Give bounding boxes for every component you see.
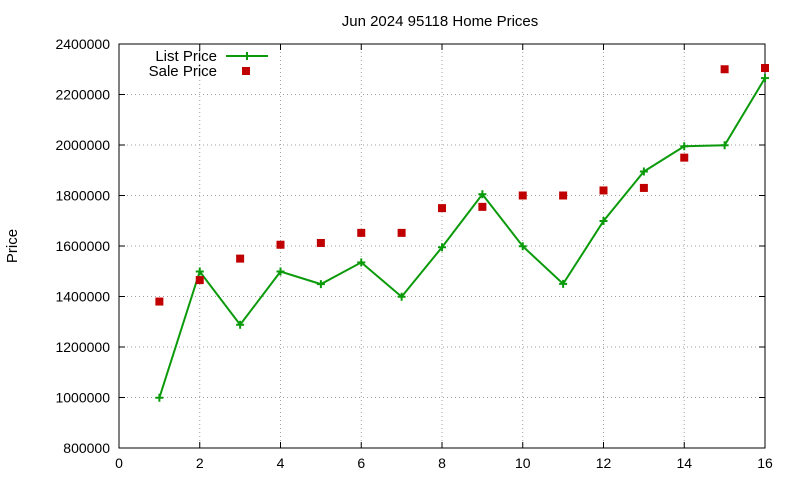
list-price-point: [438, 243, 446, 252]
list-price-point: [639, 167, 648, 176]
list-price-point: [559, 279, 568, 288]
y-tick-label: 1800000: [55, 188, 110, 204]
sale-price-point: [276, 240, 285, 249]
grid: [119, 44, 765, 448]
sale-price-point: [478, 202, 487, 211]
list-price-point: [357, 258, 366, 267]
y-tick-label: 1600000: [55, 238, 110, 254]
list-price-point: [478, 190, 487, 199]
list-price-point: [720, 141, 729, 150]
axis-ticks: 0 2 4 6 8 10 12 14 16 800000 1000000 1200000 1400000…: [55, 36, 773, 471]
sale-price-point: [761, 63, 769, 72]
y-tick-label: 1000000: [55, 390, 110, 406]
sale-price-point: [357, 228, 366, 237]
list-price-point: [236, 320, 245, 329]
list-price-point: [276, 267, 285, 276]
y-tick-label: 1200000: [55, 339, 110, 355]
y-axis-label: Price: [4, 229, 21, 263]
legend-label-list-price: List Price: [155, 48, 217, 65]
list-price-point: [397, 292, 406, 301]
legend-marker-sale-price: [242, 67, 250, 75]
legend-plus-marker: [243, 52, 251, 60]
sale-price-point: [195, 276, 204, 285]
sale-price-point: [236, 254, 245, 263]
sale-price-point: [518, 191, 527, 200]
list-price-point: [599, 217, 608, 226]
sale-price-point: [720, 65, 729, 74]
list-price-point: [316, 280, 325, 289]
x-tick-label: 0: [115, 455, 123, 471]
list-price-point: [680, 142, 689, 151]
x-tick-label: 14: [676, 455, 692, 471]
sale-price-point: [155, 297, 164, 306]
sale-price-point: [438, 204, 446, 213]
x-tick-label: 2: [196, 455, 204, 471]
sale-price-point: [397, 228, 406, 237]
list-price-line: [158, 77, 766, 399]
chart-title: Jun 2024 95118 Home Prices: [342, 13, 539, 30]
y-tick-label: 2000000: [55, 137, 110, 153]
sale-price-point: [639, 183, 648, 192]
x-tick-label: 16: [757, 455, 773, 471]
sale-price-point: [599, 186, 608, 195]
x-tick-label: 8: [438, 455, 446, 471]
list-price-point: [155, 393, 164, 402]
x-tick-label: 12: [596, 455, 612, 471]
sale-price-point: [316, 238, 325, 247]
legend-marker-list-price: [243, 52, 251, 60]
y-tick-label: 800000: [63, 440, 110, 456]
list-price-point: [518, 242, 527, 251]
list-price-point: [195, 267, 204, 276]
legend: List Price Sale Price: [149, 48, 268, 80]
legend-label-sale-price: Sale Price: [149, 63, 217, 80]
sale-price-point: [559, 191, 568, 200]
y-tick-label: 2200000: [55, 87, 110, 103]
x-tick-label: 6: [357, 455, 365, 471]
x-tick-label: 10: [515, 455, 531, 471]
x-tick-label: 4: [277, 455, 285, 471]
list-price-point: [761, 74, 769, 83]
sale-price-point: [680, 153, 689, 162]
y-tick-label: 1400000: [55, 289, 110, 305]
series-layer: [155, 63, 769, 402]
y-tick-label: 2400000: [55, 36, 110, 52]
